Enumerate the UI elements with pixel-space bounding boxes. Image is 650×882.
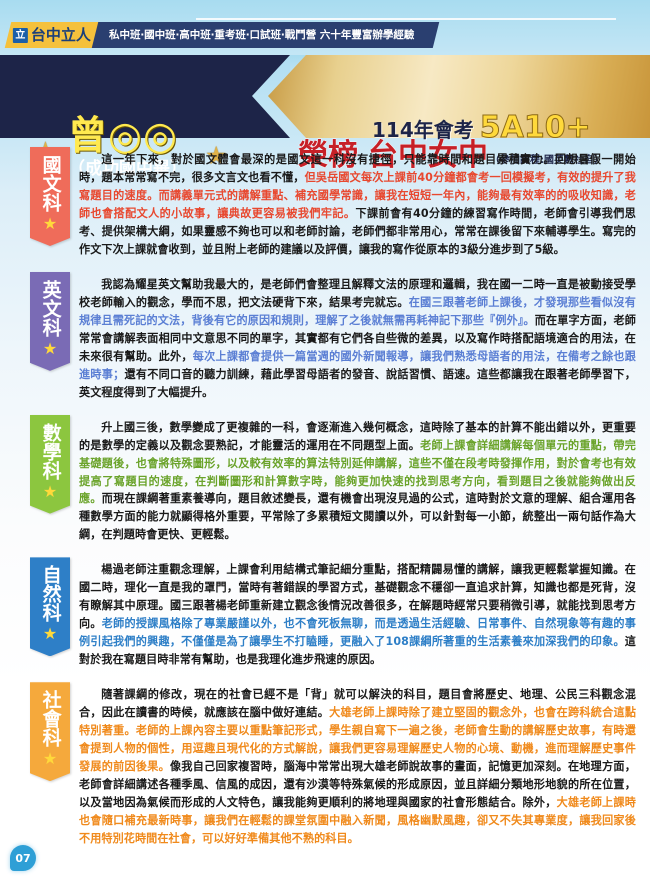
subject-section-inner: 英文科 ★ 我認為耀星英文幫助我最大的，是老師們會整理且解釋文法的原理和邏輯，我在國… — [0, 265, 636, 402]
brand-subtitle-block: 私中班‧國中班‧高中班‧重考班‧口試班‧戰鬥營 六十年豐富辦學經驗 — [91, 22, 440, 48]
text-fragment: 我認為耀星英文幫助我最大的，是老師們會整理且解釋文法的原理和邏輯，我在國一二時一… — [79, 277, 636, 309]
text-fragment: 在國三跟著老師上課後，才發現那些看似沒有規律且需死記的文法，背後有它的原因和規則… — [79, 295, 636, 327]
text-fragment: 每次上課都會提供一篇當週的國外新聞報導，讓我們熟悉母語者的用法，在備考之餘也跟進… — [79, 349, 636, 381]
ribbon-fold-corner — [70, 415, 77, 422]
subject-sections: 國文科 ★ 這一年下來，對於國文體會最深的是國文這一科沒有捷徑，只能靠時間和題目累積… — [0, 140, 650, 854]
subject-ribbon: 國文科 ★ — [30, 140, 70, 246]
subject-ribbon-body: 國文科 ★ — [30, 147, 70, 246]
subject-paragraph: 我認為耀星英文幫助我最大的，是老師們會整理且解釋文法的原理和邏輯，我在國一二時一… — [79, 276, 636, 402]
page-number-badge: 07 — [10, 845, 36, 871]
brand-banner: 立 台中立人 私中班‧國中班‧高中班‧重考班‧口試班‧戰鬥營 六十年豐富辦學經驗 — [4, 22, 440, 48]
subject-paragraph: 這一年下來，對於國文體會最深的是國文這一科沒有捷徑，只能靠時間和題目累積實力。回… — [79, 151, 636, 259]
subject-paragraph: 隨著課綱的修改，現在的社會已經不是「背」就可以解決的科目，題目會將歷史、地理、公… — [79, 686, 636, 848]
ribbon-star-icon: ★ — [42, 338, 58, 358]
subject-ribbon-body: 數學科 ★ — [30, 415, 70, 514]
subject-ribbon: 英文科 ★ — [30, 265, 70, 371]
subject-ribbon: 數學科 ★ — [30, 408, 70, 514]
subject-ribbon-body: 自然科 ★ — [30, 557, 70, 656]
brand-logo-icon: 立 — [13, 27, 28, 43]
exam-year-label: 114年會考 — [372, 118, 474, 142]
subject-paragraph: 升上國三後，數學變成了更複雜的一科，會逐漸進入幾何概念，這時除了基本的計算不能出… — [79, 419, 636, 545]
ribbon-fold-corner — [70, 682, 77, 689]
text-fragment: 大雄老師上課時也會隨口補充最新時事，讓我們在輕鬆的課堂氛圍中融入新聞，風格幽默風… — [79, 796, 636, 845]
subject-body-text: 隨著課綱的修改，現在的社會已經不是「背」就可以解決的科目，題目會將歷史、地理、公… — [79, 675, 636, 848]
subject-body-text: 楊過老師注重觀念理解，上課會利用結構式筆記細分重點，搭配精闢易懂的講解，讓我更輕… — [79, 550, 636, 669]
subject-paragraph: 楊過老師注重觀念理解，上課會利用結構式筆記細分重點，搭配精闢易懂的講解，讓我更輕… — [79, 561, 636, 669]
hero-right-panel — [268, 55, 650, 138]
text-fragment: 楊過老師注重觀念理解，上課會利用結構式筆記細分重點，搭配精闢易懂的講解，讓我更輕… — [79, 563, 636, 631]
text-fragment: 大雄老師上課時除了建立堅固的觀念外，也會在跨科統合這點特別著重。老師的上課內容主… — [79, 706, 637, 774]
text-fragment: 隨著課綱的修改，現在的社會已經不是「背」就可以解決的科目，題目會將歷史、地理、公… — [79, 688, 636, 720]
subject-section: 英文科 ★ 我認為耀星英文幫助我最大的，是老師們會整理且解釋文法的原理和邏輯，我在國… — [0, 265, 650, 402]
hero-left-panel — [0, 55, 290, 138]
ribbon-star-icon: ★ — [42, 481, 58, 501]
subject-ribbon-body: 英文科 ★ — [30, 272, 70, 371]
result-school-name: 台中女中 — [368, 138, 489, 173]
text-fragment: 而在單字方面，老師常常會講解表面相同中文意思不同的單字，其實都有它們各自些微的差… — [79, 313, 636, 363]
course-note: （參加課程:國英數社自） — [490, 155, 604, 166]
student-name: 曾◎◎ — [68, 114, 179, 159]
subject-body-text: 這一年下來，對於國文體會最深的是國文這一科沒有捷徑，只能靠時間和題目累積實力。回… — [79, 140, 636, 259]
text-fragment: 老師上課會詳細講解每個單元的重點，帶完基礎題後，也會將特殊圖形，以及較有效率的算… — [79, 438, 636, 506]
text-fragment: 像我自己回家複習時，腦海中常常出現大雄老師說故事的畫面，記憶更加深刻。在地理方面… — [79, 760, 636, 809]
ribbon-star-icon: ★ — [42, 624, 58, 644]
subject-ribbon-label: 自然科 — [39, 565, 62, 623]
subject-section-inner: 國文科 ★ 這一年下來，對於國文體會最深的是國文這一科沒有捷徑，只能靠時間和題目累積… — [0, 140, 636, 259]
admitted-school-line: 榮榜 台中女中 （參加課程:國英數社自） — [298, 138, 604, 173]
subject-section-inner: 自然科 ★ 楊過老師注重觀念理解，上課會利用結構式筆記細分重點，搭配精闢易懂的講解，… — [0, 550, 636, 669]
text-fragment: 下課前會有40分鐘的練習寫作時間，老師會引導我們思考、提供架構大綱，如果靈感不夠… — [79, 206, 636, 256]
ribbon-star-icon: ★ — [42, 214, 58, 233]
subject-ribbon-label: 社會科 — [39, 690, 62, 748]
subject-ribbon: 社會科 ★ — [30, 675, 70, 781]
student-school: （成功國中畢） — [68, 159, 187, 179]
subject-ribbon-label: 英文科 — [39, 279, 62, 337]
subject-ribbon-body: 社會科 ★ — [30, 682, 70, 781]
exam-result-line: 114年會考 5A10+ — [372, 110, 591, 145]
brand-name: 台中立人 — [31, 25, 92, 44]
exam-grade-badge: 5A10+ — [479, 110, 591, 145]
top-header-bar: 立 台中立人 私中班‧國中班‧高中班‧重考班‧口試班‧戰鬥營 六十年豐富辦學經驗 — [0, 0, 650, 55]
brand-logo-block: 立 台中立人 — [4, 22, 101, 48]
text-fragment: 但吳岳國文每次上課前40分鐘都會考一回模擬考，有效的提升了我寫題目的速度。而講義… — [79, 170, 636, 220]
subject-body-text: 升上國三後，數學變成了更複雜的一科，會逐漸進入幾何概念，這時除了基本的計算不能出… — [79, 408, 636, 545]
ribbon-fold-corner — [70, 147, 77, 154]
subject-body-text: 我認為耀星英文幫助我最大的，是老師們會整理且解釋文法的原理和邏輯，我在國一二時一… — [79, 265, 636, 402]
text-fragment: 老師的授課風格除了專業嚴謹以外，也不會死板無聊，而是透過生活經驗、日常事件、自然… — [79, 617, 636, 649]
brand-subtitle: 私中班‧國中班‧高中班‧重考班‧口試班‧戰鬥營 六十年豐富辦學經驗 — [109, 28, 415, 41]
subject-section: 自然科 ★ 楊過老師注重觀念理解，上課會利用結構式筆記細分重點，搭配精闢易懂的講解，… — [0, 550, 650, 669]
text-fragment: 而現在課綱著重素養導向，題目敘述變長，還有機會出現沒見過的公式，這時對於文意的理… — [79, 492, 636, 542]
subject-section: 數學科 ★ 升上國三後，數學變成了更複雜的一科，會逐漸進入幾何概念，這時除了基本的計… — [0, 408, 650, 545]
text-fragment: 這一年下來，對於國文體會最深的是國文這一科沒有捷徑，只能靠時間和題目累積實力。回… — [79, 153, 636, 184]
subject-section: 社會科 ★ 隨著課綱的修改，現在的社會已經不是「背」就可以解決的科目，題目會將歷史、… — [0, 675, 650, 848]
subject-section-inner: 社會科 ★ 隨著課綱的修改，現在的社會已經不是「背」就可以解決的科目，題目會將歷史、… — [0, 675, 636, 848]
result-prefix-label: 榮榜 — [298, 138, 359, 173]
header-divider-line — [196, 18, 616, 20]
star-icon-right: ★ — [205, 141, 228, 170]
text-fragment: 升上國三後，數學變成了更複雜的一科，會逐漸進入幾何概念，這時除了基本的計算不能出… — [79, 420, 636, 452]
subject-section-inner: 數學科 ★ 升上國三後，數學變成了更複雜的一科，會逐漸進入幾何概念，這時除了基本的計… — [0, 408, 636, 545]
ribbon-star-icon: ★ — [42, 749, 58, 769]
ribbon-fold-corner — [70, 557, 77, 564]
subject-ribbon-label: 國文科 — [39, 155, 62, 212]
text-fragment: 還有不同口音的聽力訓練，藉此學習母語者的發音、說話習慣、語速。這些都讓我在跟著老… — [79, 367, 636, 399]
ribbon-fold-corner — [70, 272, 77, 279]
text-fragment: 這對於我在寫題目時非常有幫助，也是我理化進步飛速的原因。 — [79, 635, 636, 667]
subject-ribbon-label: 數學科 — [39, 422, 62, 480]
hero-banner: ★ ★ 曾◎◎ （成功國中畢） 114年會考 5A10+ 榮榜 台中女中 （參加… — [0, 55, 650, 178]
subject-ribbon: 自然科 ★ — [30, 550, 70, 656]
subject-section: 國文科 ★ 這一年下來，對於國文體會最深的是國文這一科沒有捷徑，只能靠時間和題目累積… — [0, 140, 650, 259]
